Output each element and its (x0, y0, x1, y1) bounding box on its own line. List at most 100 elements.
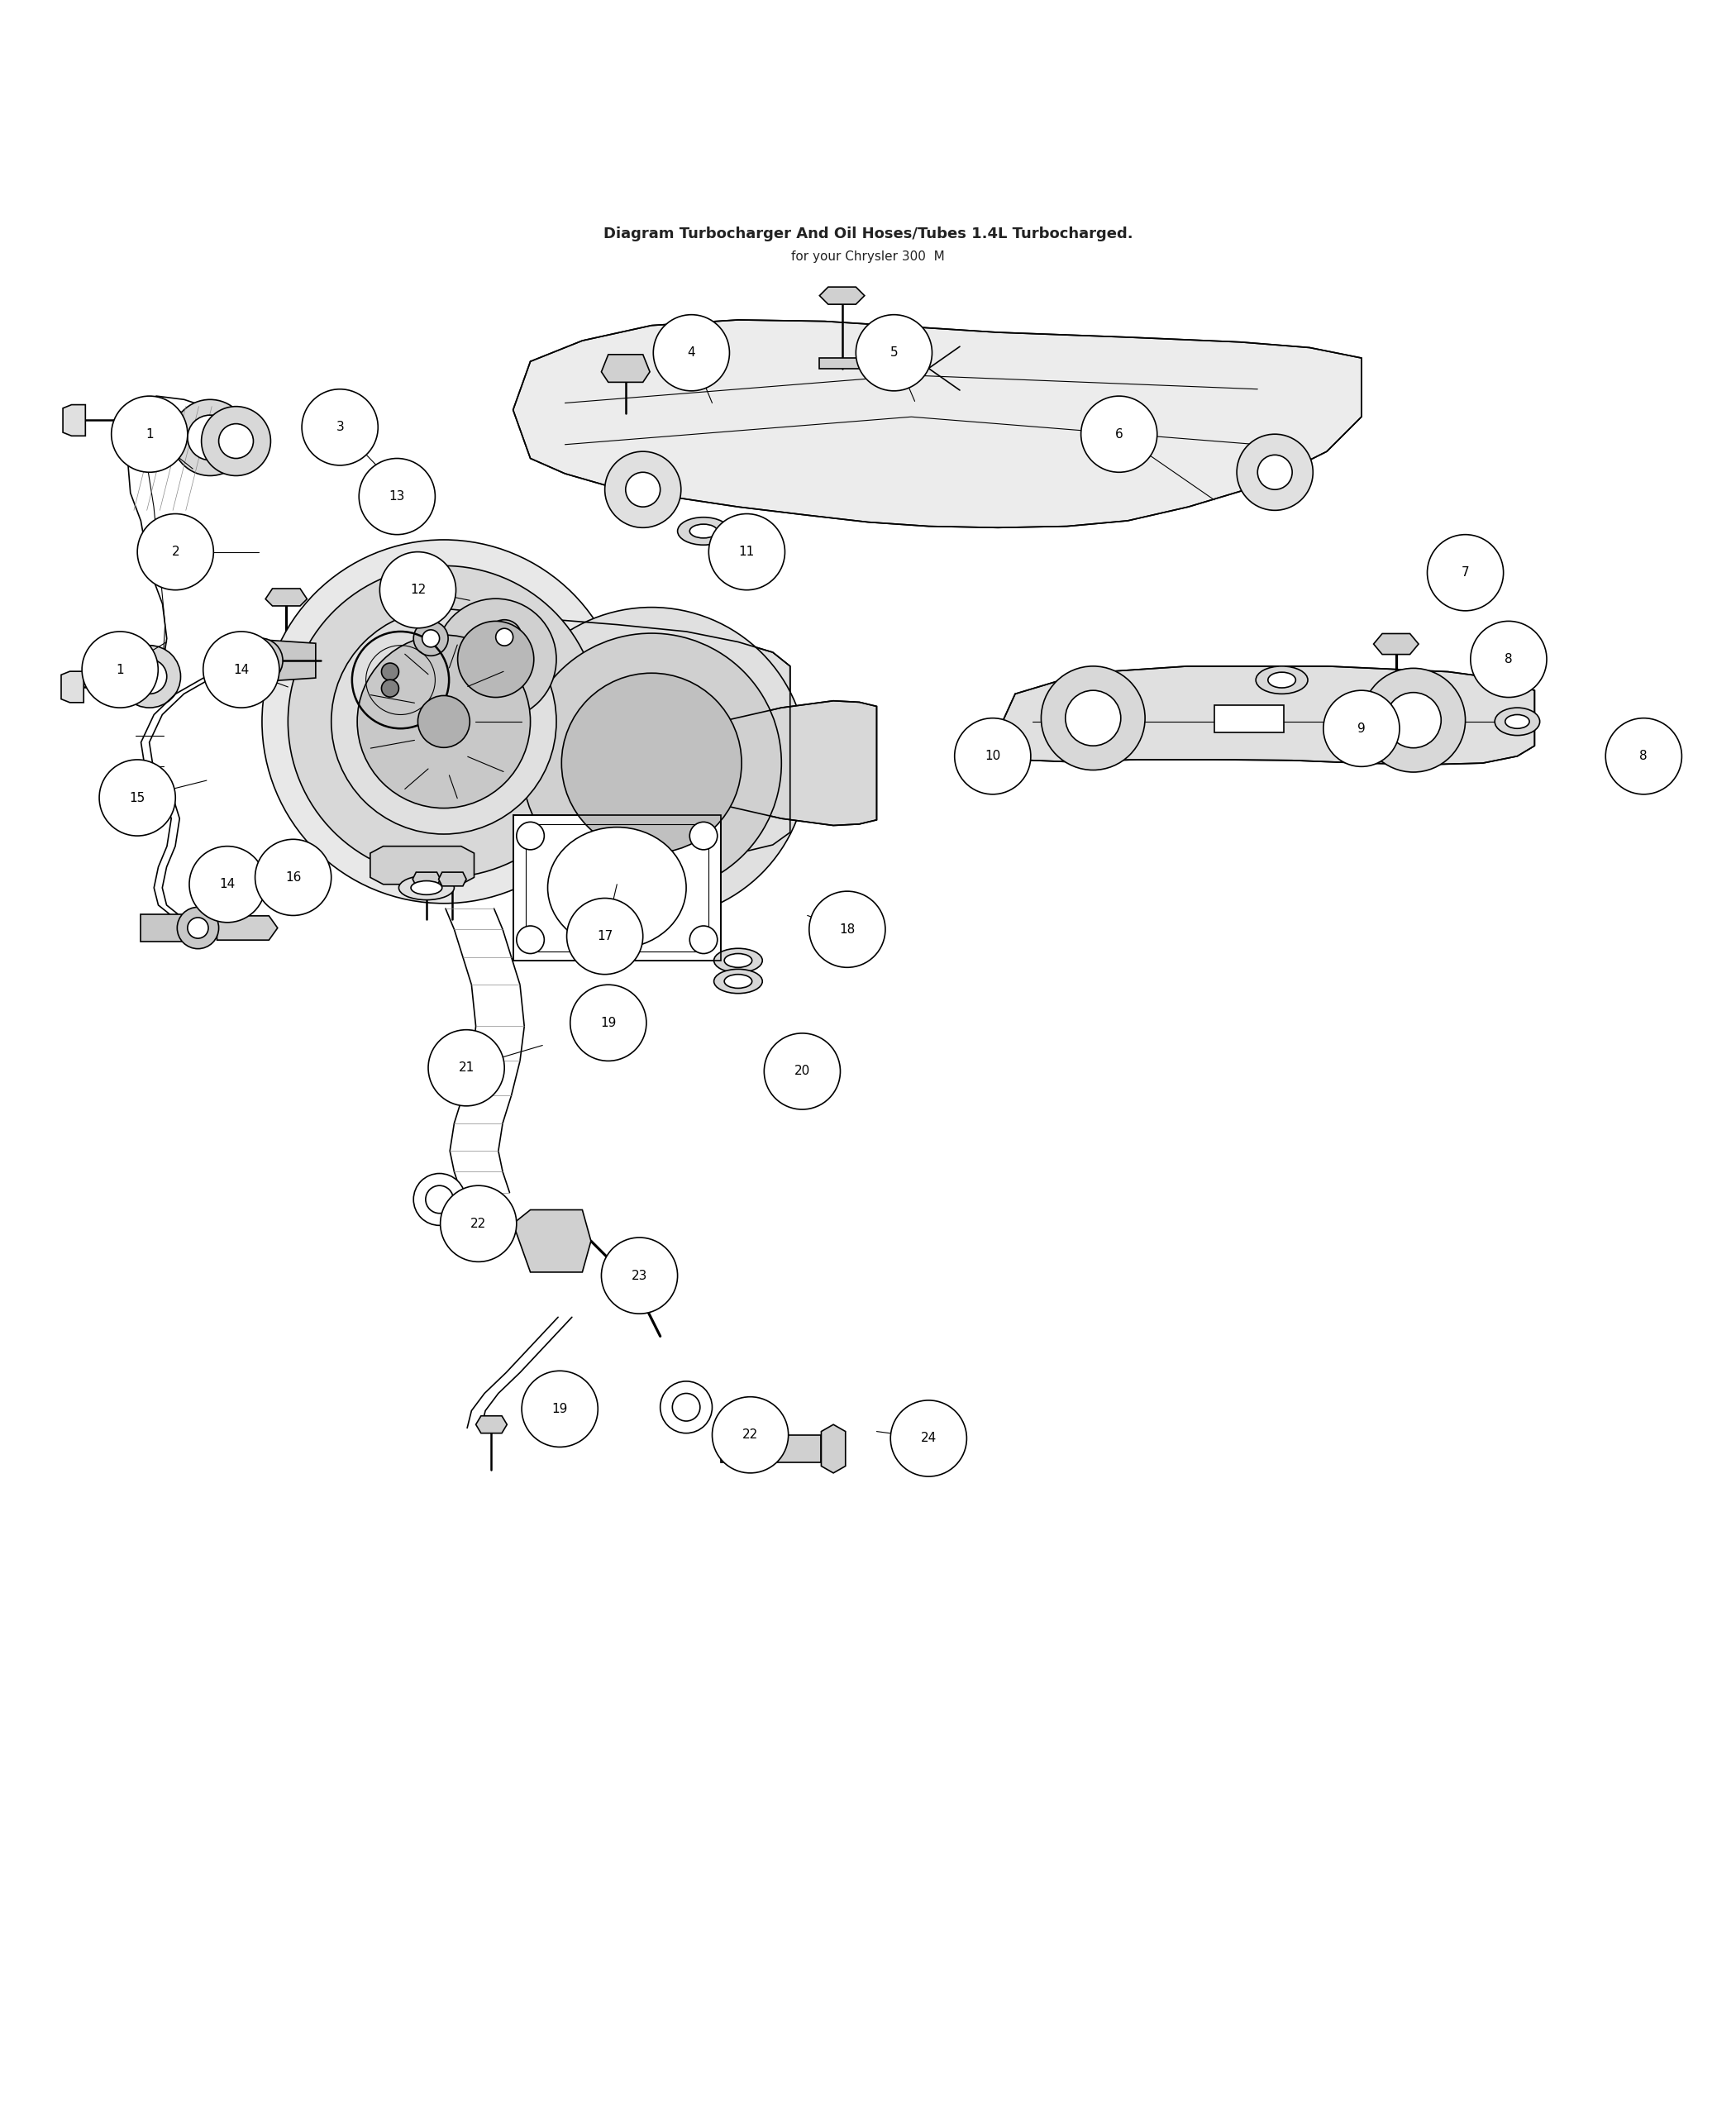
Circle shape (115, 670, 146, 702)
Polygon shape (470, 611, 523, 632)
Polygon shape (601, 354, 649, 382)
Text: 2: 2 (172, 546, 179, 559)
Circle shape (262, 540, 625, 904)
Ellipse shape (1255, 666, 1307, 694)
Text: for your Chrysler 300  M: for your Chrysler 300 M (792, 251, 944, 264)
Polygon shape (266, 588, 307, 605)
Ellipse shape (547, 826, 686, 949)
Polygon shape (264, 641, 316, 681)
Circle shape (517, 925, 543, 953)
Circle shape (187, 917, 208, 938)
Polygon shape (358, 616, 790, 864)
Circle shape (413, 622, 448, 656)
Circle shape (413, 1174, 465, 1225)
Text: 16: 16 (285, 871, 300, 883)
Circle shape (458, 622, 535, 698)
Circle shape (203, 632, 279, 708)
Polygon shape (439, 873, 467, 885)
Circle shape (1236, 434, 1312, 510)
Circle shape (653, 314, 729, 390)
Polygon shape (819, 358, 865, 369)
Circle shape (517, 822, 543, 850)
Circle shape (137, 514, 214, 590)
Polygon shape (819, 287, 865, 304)
Circle shape (418, 696, 470, 748)
Circle shape (856, 314, 932, 390)
Text: 14: 14 (219, 879, 236, 890)
Circle shape (569, 984, 646, 1060)
Circle shape (712, 1398, 788, 1473)
Circle shape (116, 405, 148, 436)
Text: 10: 10 (984, 750, 1000, 763)
Circle shape (1323, 691, 1399, 767)
Circle shape (382, 679, 399, 698)
Circle shape (238, 639, 283, 683)
Ellipse shape (724, 953, 752, 968)
Text: 22: 22 (743, 1429, 759, 1442)
Text: 19: 19 (552, 1402, 568, 1414)
Text: 1: 1 (146, 428, 153, 441)
Ellipse shape (677, 516, 729, 546)
Text: 3: 3 (335, 422, 344, 434)
Text: 12: 12 (410, 584, 425, 597)
Ellipse shape (399, 875, 455, 900)
Circle shape (1042, 666, 1146, 769)
Circle shape (187, 415, 233, 460)
Circle shape (332, 609, 556, 835)
Polygon shape (514, 320, 1361, 527)
Circle shape (523, 1370, 597, 1446)
Ellipse shape (713, 949, 762, 972)
Polygon shape (62, 405, 85, 436)
Circle shape (382, 664, 399, 681)
Circle shape (123, 681, 137, 694)
Circle shape (1066, 691, 1121, 746)
Text: 24: 24 (920, 1431, 936, 1444)
Circle shape (523, 632, 781, 894)
Polygon shape (61, 670, 83, 702)
Text: 6: 6 (1115, 428, 1123, 441)
Polygon shape (1213, 704, 1283, 734)
Circle shape (1361, 668, 1465, 772)
Circle shape (201, 407, 271, 476)
Text: 7: 7 (1462, 567, 1469, 580)
Text: 13: 13 (389, 491, 404, 502)
Text: 20: 20 (795, 1065, 811, 1077)
Circle shape (891, 1400, 967, 1476)
Circle shape (429, 1031, 505, 1107)
Text: Diagram Turbocharger And Oil Hoses/Tubes 1.4L Turbocharged.: Diagram Turbocharger And Oil Hoses/Tubes… (602, 226, 1134, 240)
Ellipse shape (713, 970, 762, 993)
Circle shape (809, 892, 885, 968)
Circle shape (1470, 622, 1547, 698)
Polygon shape (413, 873, 441, 885)
Ellipse shape (1495, 708, 1540, 736)
Text: 8: 8 (1641, 750, 1647, 763)
Text: 22: 22 (470, 1218, 486, 1229)
Circle shape (672, 1393, 700, 1421)
Circle shape (496, 607, 807, 919)
Circle shape (302, 390, 378, 466)
Text: 9: 9 (1358, 723, 1366, 736)
Circle shape (488, 620, 523, 653)
Text: 18: 18 (838, 923, 856, 936)
Circle shape (1427, 535, 1503, 611)
Circle shape (125, 413, 139, 428)
Ellipse shape (411, 881, 443, 894)
Circle shape (425, 1185, 453, 1214)
Circle shape (441, 1185, 517, 1263)
Text: 5: 5 (891, 346, 898, 358)
Polygon shape (370, 845, 474, 885)
Circle shape (1082, 396, 1158, 472)
Circle shape (358, 635, 531, 807)
Circle shape (177, 906, 219, 949)
Circle shape (1257, 455, 1292, 489)
Circle shape (189, 845, 266, 923)
Circle shape (660, 1381, 712, 1433)
Ellipse shape (724, 974, 752, 989)
Polygon shape (514, 1210, 590, 1271)
Circle shape (689, 925, 717, 953)
Text: 4: 4 (687, 346, 696, 358)
Circle shape (82, 632, 158, 708)
Polygon shape (141, 915, 193, 942)
Circle shape (172, 401, 248, 476)
Circle shape (359, 457, 436, 535)
